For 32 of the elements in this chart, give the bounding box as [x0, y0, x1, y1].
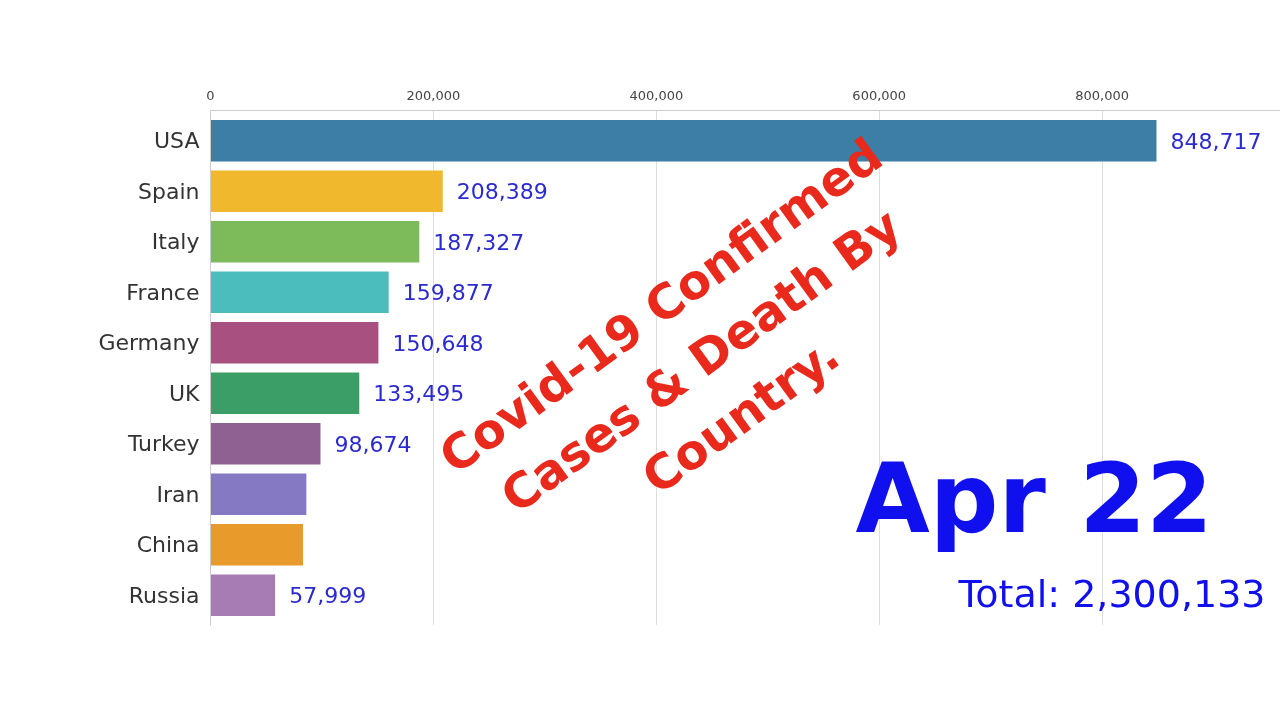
bar [210, 271, 389, 313]
annotation: Total: 2,300,133 [957, 571, 1266, 616]
data-label: 57,999 [289, 583, 367, 609]
x-tick-label: 800,000 [1075, 87, 1130, 103]
data-label: 187,327 [433, 229, 525, 255]
y-tick-label: China [136, 532, 200, 558]
x-tick-label: 200,000 [406, 87, 461, 103]
bar [210, 524, 304, 566]
bar [210, 473, 307, 515]
bar [210, 574, 276, 616]
annotation: Apr 22 [855, 442, 1213, 555]
y-tick-label: Germany [98, 330, 200, 356]
y-tick-label: Russia [128, 582, 200, 608]
bar [210, 170, 443, 212]
data-label: 848,717 [1170, 128, 1262, 154]
y-tick-label: Iran [156, 481, 200, 507]
y-tick-label: Turkey [126, 431, 200, 457]
y-tick-label: Spain [138, 178, 200, 204]
data-label: 159,877 [402, 280, 494, 306]
y-tick-label: France [126, 279, 200, 305]
x-tick-label: 600,000 [852, 87, 907, 103]
bar [210, 322, 379, 364]
x-tick-label: 400,000 [629, 87, 684, 103]
data-label: 208,389 [456, 179, 548, 205]
bar [210, 372, 360, 414]
y-tick-label: UK [168, 380, 201, 406]
bar [210, 221, 420, 263]
y-tick-label: Italy [151, 229, 200, 255]
data-label: 98,674 [334, 431, 412, 457]
bar [210, 423, 321, 465]
x-tick-label: 0 [206, 87, 215, 103]
y-tick-label: USA [153, 128, 200, 154]
